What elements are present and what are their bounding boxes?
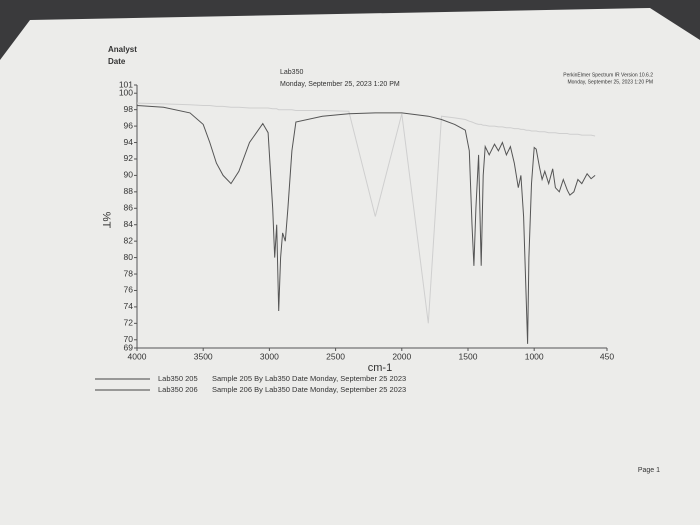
y-tick-label: 72 — [124, 318, 134, 328]
y-tick-label: 80 — [124, 252, 134, 262]
analyst: Analyst — [108, 45, 137, 54]
page-number: Page 1 — [638, 467, 660, 474]
y-axis-label: %T — [100, 212, 112, 229]
x-tick-label: 4000 — [128, 351, 147, 361]
y-tick-label: 90 — [124, 170, 134, 180]
legend-name: Lab350 205 — [158, 374, 198, 383]
y-tick-label: 70 — [124, 334, 134, 344]
date: Date — [108, 57, 126, 66]
x-tick-label: 3500 — [194, 351, 213, 361]
y-tick-label: 84 — [124, 219, 134, 229]
lab: Lab350 — [280, 69, 303, 76]
y-tick-label: 86 — [124, 203, 134, 213]
y-tick-label: 94 — [124, 137, 134, 147]
legend-description: Sample 206 By Lab350 Date Monday, Septem… — [212, 385, 406, 394]
x-tick-label: 3000 — [260, 351, 279, 361]
software: PerkinElmer Spectrum IR Version 10.6.2 — [563, 72, 653, 78]
y-tick-label: 78 — [124, 268, 134, 278]
y-tick-label: 88 — [124, 186, 134, 196]
spectrum-line — [136, 105, 596, 344]
x-tick-label: 2500 — [326, 351, 345, 361]
spectrum-line — [136, 102, 596, 324]
y-tick-label: 98 — [124, 104, 134, 114]
y-tick-label: 101 — [119, 79, 133, 89]
legend-name: Lab350 206 — [158, 385, 198, 394]
x-tick-label: 1500 — [459, 351, 478, 361]
y-tick-label: 76 — [124, 285, 134, 295]
y-tick-label: 100 — [119, 87, 133, 97]
y-tick-label: 92 — [124, 153, 134, 163]
y-tick-label: 96 — [124, 120, 134, 130]
software-datetime: Monday, September 25, 2023 1:20 PM — [567, 79, 653, 85]
paper — [0, 8, 700, 525]
x-axis-label: cm-1 — [368, 362, 392, 374]
x-tick-label: 1000 — [525, 351, 544, 361]
legend-description: Sample 205 By Lab350 Date Monday, Septem… — [212, 374, 406, 383]
datetime: Monday, September 25, 2023 1:20 PM — [280, 81, 400, 88]
y-tick-label: 82 — [124, 235, 134, 245]
y-tick-label: 69 — [124, 342, 134, 352]
x-tick-label: 450 — [600, 351, 614, 361]
y-tick-label: 74 — [124, 301, 134, 311]
x-tick-label: 2000 — [392, 351, 411, 361]
